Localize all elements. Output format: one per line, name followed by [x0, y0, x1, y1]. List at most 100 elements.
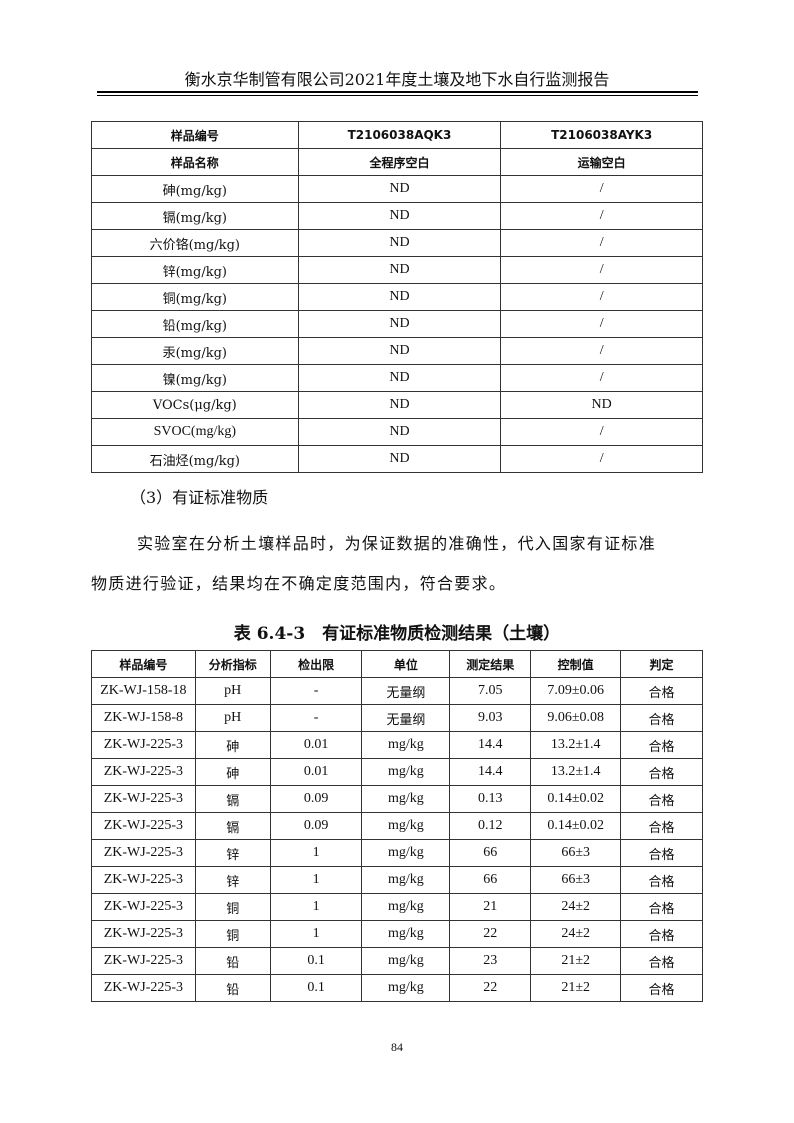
table-cell: 无量纲 [361, 677, 451, 705]
table-cell: 铅 [194, 947, 271, 975]
table-cell: 22 [449, 974, 532, 1002]
table-cell: 合格 [620, 704, 703, 732]
table-cell: 13.2±1.4 [530, 758, 622, 786]
table-cell: 合格 [620, 731, 703, 759]
table-cell: ZK-WJ-225-3 [91, 893, 196, 921]
table-cell: ND [297, 445, 502, 473]
table-cell: 1 [269, 893, 363, 921]
table-row: ZK-WJ-225-3 砷 0.01 mg/kg 14.4 13.2±1.4 合格 [91, 731, 703, 759]
table-row: 铅(mg/kg) ND / [91, 310, 703, 338]
table-cell: 21±2 [530, 974, 622, 1002]
table-cell: 7.09±0.06 [530, 677, 622, 705]
table-cell: 14.4 [449, 731, 532, 759]
table-cell: T2106038AQK3 [297, 121, 502, 149]
table-cell: 六价铬(mg/kg) [91, 229, 299, 257]
header-rule-thin [97, 95, 698, 96]
table-row: 铜(mg/kg) ND / [91, 283, 703, 311]
table-cell: ND [297, 256, 502, 284]
table-cell: ND [297, 310, 502, 338]
table-cell: mg/kg [361, 839, 451, 867]
table-cell: 铜 [194, 893, 271, 921]
table-cell: ND [297, 418, 502, 446]
table-cell: ZK-WJ-225-3 [91, 758, 196, 786]
table-cell: ZK-WJ-225-3 [91, 947, 196, 975]
table-row: VOCs(μg/kg) ND ND [91, 391, 703, 419]
table-cell: ZK-WJ-158-18 [91, 677, 196, 705]
table-cell: ZK-WJ-225-3 [91, 974, 196, 1002]
table-cell: 砷 [194, 758, 271, 786]
table-cell: pH [194, 677, 271, 705]
table-cell: ND [297, 364, 502, 392]
table-cell: SVOC(mg/kg) [91, 418, 299, 446]
table-cell: ND [297, 175, 502, 203]
table-cell: 测定结果 [449, 650, 532, 678]
table-row: 样品编号 T2106038AQK3 T2106038AYK3 [91, 121, 703, 149]
table-row: 样品编号 分析指标 检出限 单位 测定结果 控制值 判定 [91, 650, 703, 678]
table-cell: 样品名称 [91, 148, 299, 176]
table-cell: 合格 [620, 677, 703, 705]
table-cell: 66 [449, 866, 532, 894]
table-cell: 分析指标 [194, 650, 271, 678]
table-row: ZK-WJ-158-8 pH - 无量纲 9.03 9.06±0.08 合格 [91, 704, 703, 732]
table-cell: 0.13 [449, 785, 532, 813]
table-row: 砷(mg/kg) ND / [91, 175, 703, 203]
table-cell: ZK-WJ-225-3 [91, 839, 196, 867]
table-cell: 0.1 [269, 947, 363, 975]
table-cell: 0.14±0.02 [530, 812, 622, 840]
table-cell: 1 [269, 839, 363, 867]
table-row: 镍(mg/kg) ND / [91, 364, 703, 392]
table-cell: ZK-WJ-225-3 [91, 785, 196, 813]
table-cell: 判定 [620, 650, 703, 678]
table-cell: 检出限 [269, 650, 363, 678]
table-cell: 锌 [194, 839, 271, 867]
table-row: ZK-WJ-225-3 铅 0.1 mg/kg 23 21±2 合格 [91, 947, 703, 975]
table-cell: / [500, 175, 703, 203]
table-row: ZK-WJ-225-3 砷 0.01 mg/kg 14.4 13.2±1.4 合格 [91, 758, 703, 786]
table-row: 锌(mg/kg) ND / [91, 256, 703, 284]
table-cell: 0.12 [449, 812, 532, 840]
table-cell: mg/kg [361, 947, 451, 975]
table-cell: T2106038AYK3 [500, 121, 703, 149]
table-row: ZK-WJ-225-3 锌 1 mg/kg 66 66±3 合格 [91, 839, 703, 867]
table-cell: 镉(mg/kg) [91, 202, 299, 230]
table-cell: mg/kg [361, 731, 451, 759]
table-cell: / [500, 229, 703, 257]
table-cell: 1 [269, 866, 363, 894]
table-cell: - [269, 704, 363, 732]
table-cell: ND [297, 391, 502, 419]
table-cell: 全程序空白 [297, 148, 502, 176]
table-cell: / [500, 256, 703, 284]
table-cell: 锌 [194, 866, 271, 894]
running-header: 衡水京华制管有限公司2021年度土壤及地下水自行监测报告 [184, 70, 610, 89]
table-cell: 砷(mg/kg) [91, 175, 299, 203]
table-cell: 9.03 [449, 704, 532, 732]
table-cell: 66±3 [530, 839, 622, 867]
table-cell: 0.14±0.02 [530, 785, 622, 813]
table-cell: - [269, 677, 363, 705]
header-rule [97, 91, 698, 93]
table-cell: / [500, 202, 703, 230]
table-cell: 24±2 [530, 893, 622, 921]
table-cell: mg/kg [361, 974, 451, 1002]
table-cell: VOCs(μg/kg) [91, 391, 299, 419]
table-caption: 表 6.4-3 有证标准物质检测结果（土壤） [233, 624, 561, 644]
table-row: ZK-WJ-225-3 铜 1 mg/kg 22 24±2 合格 [91, 920, 703, 948]
table-cell: / [500, 445, 703, 473]
table-cell: 无量纲 [361, 704, 451, 732]
table-cell: 铅 [194, 974, 271, 1002]
table-cell: ZK-WJ-158-8 [91, 704, 196, 732]
table-cell: ND [297, 229, 502, 257]
table-cell: 21±2 [530, 947, 622, 975]
table-cell: mg/kg [361, 893, 451, 921]
table-cell: 1 [269, 920, 363, 948]
table-cell: 14.4 [449, 758, 532, 786]
table-cell: / [500, 337, 703, 365]
table-cell: ZK-WJ-225-3 [91, 866, 196, 894]
table-cell: 汞(mg/kg) [91, 337, 299, 365]
table-cell: 镉 [194, 785, 271, 813]
table-cell: 合格 [620, 866, 703, 894]
table-cell: 镍(mg/kg) [91, 364, 299, 392]
table-row: ZK-WJ-225-3 锌 1 mg/kg 66 66±3 合格 [91, 866, 703, 894]
section-heading: （3）有证标准物质 [130, 488, 269, 507]
